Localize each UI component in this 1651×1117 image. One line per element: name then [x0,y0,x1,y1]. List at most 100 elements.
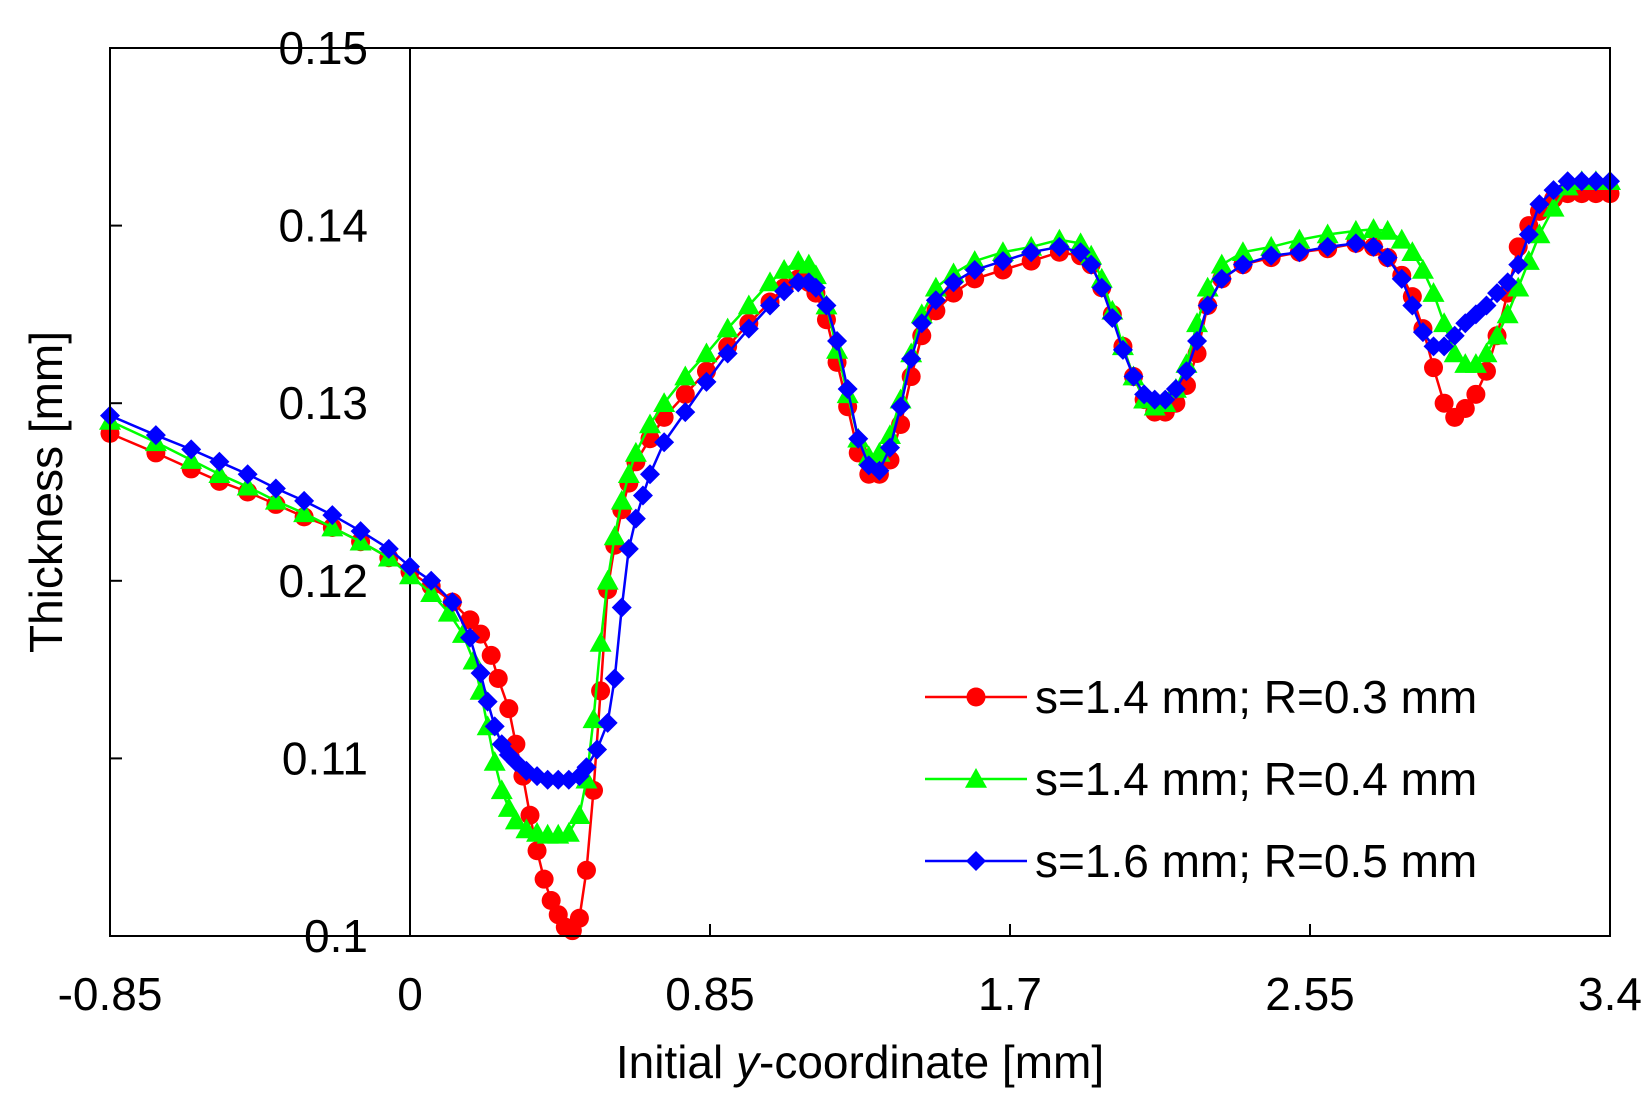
data-point [890,396,911,417]
data-point [209,451,230,472]
data-point [421,570,442,591]
data-point [737,294,760,315]
y-axis-title: Thickness [mm] [20,331,72,653]
data-point [1423,336,1444,357]
data-point [1486,324,1509,345]
data-point [460,627,480,648]
data-point [1144,389,1165,410]
data-point [624,441,647,462]
x-axis-title-prefix: Initial [616,1036,736,1088]
data-point [966,687,986,707]
data-point [1466,384,1486,404]
y-tick-label: 0.1 [304,910,368,962]
data-point [322,505,343,526]
data-point [1210,253,1233,274]
data-point [437,601,460,622]
data-point [1543,180,1564,201]
y-tick-label: 0.11 [282,732,368,784]
data-point [569,908,589,928]
data-point [1091,277,1112,298]
data-point [1187,331,1208,352]
data-point [1443,342,1466,363]
data-point [1412,322,1433,343]
data-point [1507,276,1530,297]
data-point [1402,295,1423,316]
x-tick-label: 0 [397,968,423,1020]
data-point [675,384,695,404]
data-point [805,277,826,298]
data-point [943,272,964,293]
data-point [1585,171,1606,192]
data-point [497,797,520,817]
legend-item: s=1.4 mm; R=0.3 mm [925,671,1477,723]
data-point [1231,241,1254,262]
data-point [1391,268,1412,289]
data-point [869,460,890,481]
data-point [827,331,848,352]
data-point [1288,228,1311,249]
data-point [992,251,1013,272]
data-point [837,378,858,399]
data-point [1102,307,1123,328]
series-3 [100,171,1620,790]
data-point [483,750,506,771]
data-point [924,276,947,297]
data-point [264,489,287,510]
data-point [1070,242,1091,263]
data-point [1464,353,1487,373]
data-point [321,516,344,537]
data-point [557,821,580,842]
data-point [965,768,987,788]
data-point [1424,358,1444,378]
x-axis-title-suffix: -coordinate [mm] [759,1036,1104,1088]
plot-frame [109,47,1611,937]
data-point [1289,242,1310,263]
data-point [1176,361,1197,382]
data-point [378,538,399,559]
data-point [568,804,591,825]
data-point [816,295,837,316]
data-point [1434,393,1454,413]
data-point [470,663,491,684]
y-tick-label: 0.12 [278,555,368,607]
data-point [696,371,717,392]
data-point [760,295,780,316]
legend-item: s=1.6 mm; R=0.5 mm [925,835,1477,887]
data-point [1377,247,1398,268]
data-point [1422,282,1445,302]
data-point [640,464,660,485]
data-point [1186,312,1209,333]
data-point [759,271,781,292]
legend-label: s=1.4 mm; R=0.3 mm [1035,671,1477,723]
data-point [1571,171,1592,192]
x-axis-title: Initial y-coordinate [mm] [616,1036,1104,1088]
data-point [576,860,596,880]
data-point [625,508,646,529]
data-point [1518,224,1539,245]
data-point [1155,389,1176,410]
data-point [591,681,611,701]
data-point [1021,242,1042,263]
data-point [1316,223,1339,244]
data-point [880,437,900,458]
x-tick-label: -0.85 [58,968,163,1020]
legend-label: s=1.6 mm; R=0.5 mm [1035,835,1477,887]
data-point [350,521,371,542]
data-point [520,805,540,825]
data-point [1196,276,1219,297]
data-point [548,769,569,790]
data-point [208,463,231,484]
data-point [717,343,738,364]
data-point [576,757,597,778]
x-tick-label: 2.55 [1265,968,1355,1020]
x-axis: -0.85 0 0.85 1.7 2.55 3.4 [58,924,1642,1020]
data-point [400,556,420,577]
y-tick-label: 0.14 [278,200,368,252]
data-point [1123,366,1144,387]
data-point [490,779,513,800]
data-point [1081,254,1102,275]
data-point [1049,236,1070,257]
data-point [773,259,796,279]
data-point [1211,268,1232,289]
